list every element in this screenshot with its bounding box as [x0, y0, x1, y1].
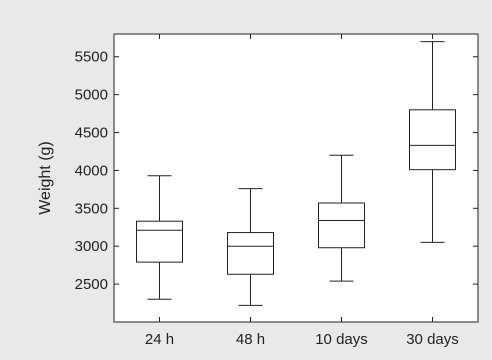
iqr-box: [136, 220, 183, 263]
iqr-box: [318, 202, 365, 249]
y-tick-label: 4000: [75, 162, 108, 179]
x-tick-label: 10 days: [315, 331, 368, 348]
x-axis: 24 h 48 h 10 days 30 days: [145, 34, 459, 348]
y-tick-label: 2500: [75, 276, 108, 293]
box-1: [136, 175, 183, 300]
y-tick-label: 3500: [75, 200, 108, 217]
y-tick-label: 5500: [75, 49, 108, 66]
y-tick-label: 3000: [75, 238, 108, 255]
iqr-box: [227, 232, 274, 275]
x-tick-label: 30 days: [406, 331, 459, 348]
y-axis: 2500 3000 3500 4000 4500 5000 5500: [75, 49, 478, 293]
y-axis-label: Weight (g): [37, 141, 54, 215]
x-tick-label: 24 h: [145, 331, 174, 348]
y-tick-label: 4500: [75, 125, 108, 142]
y-tick-label: 5000: [75, 87, 108, 104]
plot-area: [113, 33, 479, 323]
x-tick-label: 48 h: [236, 331, 265, 348]
box-2: [227, 188, 274, 306]
iqr-box: [409, 109, 456, 171]
box-4: [409, 41, 456, 243]
box-3: [318, 154, 365, 282]
boxes-layer: [136, 41, 456, 306]
